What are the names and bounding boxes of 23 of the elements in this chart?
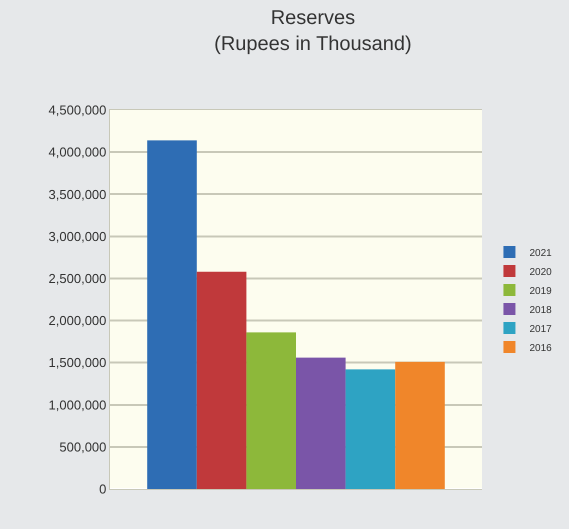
y-tick-label: 500,000	[59, 439, 106, 454]
bar	[346, 369, 396, 489]
bar	[147, 140, 197, 489]
bar	[246, 332, 296, 489]
bar	[395, 362, 445, 489]
legend-label: 2016	[529, 342, 552, 354]
y-tick-label: 1,000,000	[48, 397, 106, 412]
legend-label: 2017	[529, 324, 552, 335]
legend-label: 2020	[529, 266, 552, 278]
y-tick-label: 0	[99, 482, 106, 497]
y-tick-label: 1,500,000	[48, 355, 106, 370]
y-tick-label: 2,500,000	[48, 270, 106, 286]
y-tick-label: 3,500,000	[48, 186, 106, 202]
chart-title: Reserves (Rupees in Thousand)	[214, 6, 412, 55]
legend-label: 2018	[529, 304, 552, 316]
bar	[196, 272, 246, 489]
bar	[296, 358, 346, 489]
legend-label: 2019	[529, 286, 552, 297]
y-tick-label: 3,000,000	[48, 228, 106, 244]
y-tick-label: 2,000,000	[48, 313, 106, 328]
y-tick-label: 4,500,000	[48, 102, 106, 118]
y-tick-label: 4,000,000	[48, 144, 106, 160]
legend-label: 2021	[529, 248, 552, 259]
